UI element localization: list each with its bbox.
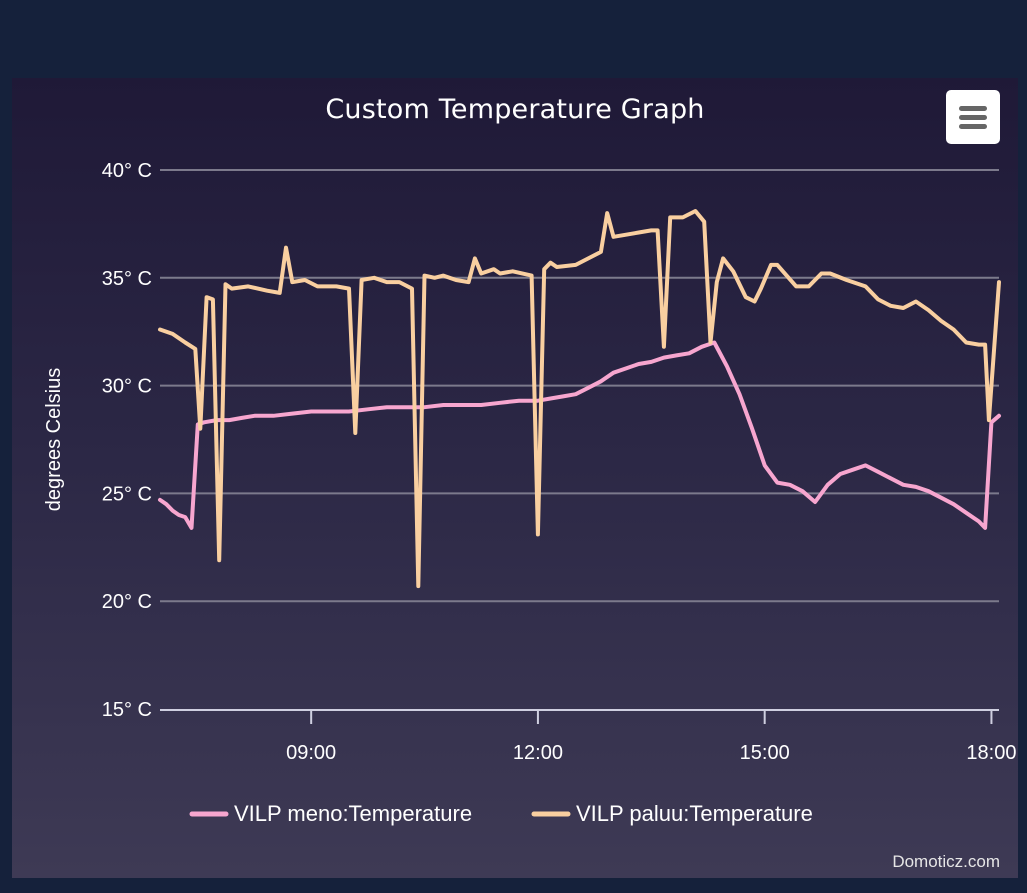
series-line-2 — [158, 209, 1001, 589]
chart-menu-button[interactable] — [946, 90, 1000, 144]
x-tick-label: 18:00 — [966, 742, 1016, 764]
legend-item: VILP meno:Temperature — [234, 801, 472, 826]
series-lines — [158, 209, 1001, 589]
x-tick-label: 12:00 — [513, 742, 563, 764]
hamburger-menu-icon — [959, 124, 987, 129]
y-axis-title: degrees Celsius — [43, 368, 65, 511]
y-tick-label: 15° C — [102, 699, 152, 721]
chart-container: 15° C 20° C 25° C 30° C 35° C 40° C 09:00 12:0… — [12, 78, 1018, 878]
chart-title: Custom Temperature Graph — [325, 94, 705, 125]
series-line-1 — [158, 340, 1001, 530]
grid-lines — [160, 169, 999, 603]
chart-plot: 15° C 20° C 25° C 30° C 35° C 40° C 09:00 12:0… — [43, 160, 1016, 826]
y-axis: 15° C 20° C 25° C 30° C 35° C 40° C — [102, 160, 152, 721]
x-axis: 09:00 12:00 15:00 18:00 — [160, 709, 1016, 764]
y-tick-label: 25° C — [102, 483, 152, 505]
y-tick-label: 30° C — [102, 376, 152, 398]
y-tick-label: 20° C — [102, 591, 152, 613]
y-tick-label: 35° C — [102, 268, 152, 290]
x-tick-label: 09:00 — [286, 742, 336, 764]
x-tick-label: 15:00 — [740, 742, 790, 764]
hamburger-menu-icon — [959, 115, 987, 120]
y-tick-label: 40° C — [102, 160, 152, 182]
hamburger-menu-icon — [959, 106, 987, 111]
legend: VILP meno:Temperature VILP paluu:Temperat… — [189, 801, 813, 826]
legend-item: VILP paluu:Temperature — [576, 801, 813, 826]
credits-link[interactable]: Domoticz.com — [892, 852, 1000, 871]
